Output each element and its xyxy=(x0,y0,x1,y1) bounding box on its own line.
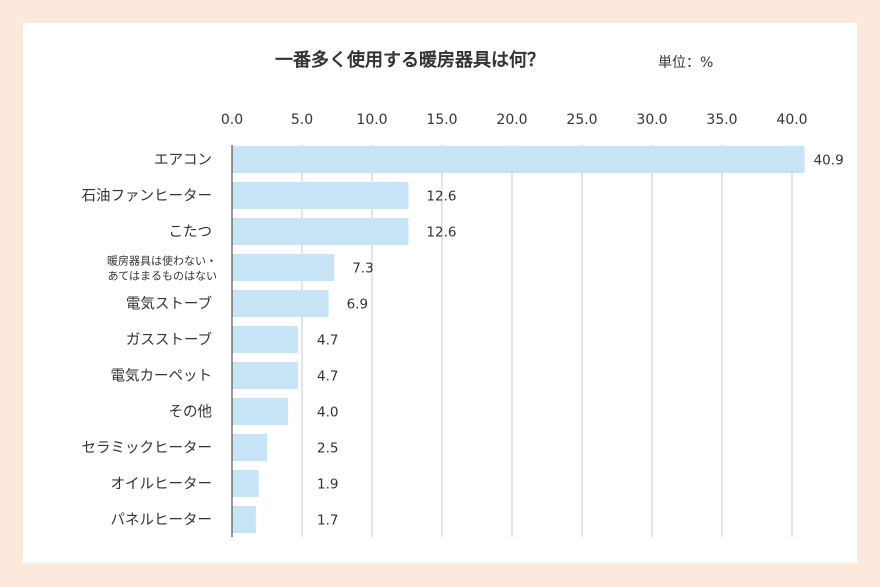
value-label: 2.5 xyxy=(317,441,338,457)
bar xyxy=(232,434,267,461)
bar xyxy=(232,290,329,317)
value-label: 40.9 xyxy=(814,153,844,169)
x-tick-label: 15.0 xyxy=(426,112,457,128)
value-label: 12.6 xyxy=(426,189,456,205)
bar xyxy=(232,506,256,533)
x-tick-label: 30.0 xyxy=(636,112,667,128)
x-tick-label: 10.0 xyxy=(356,112,387,128)
category-label: セラミックヒーター xyxy=(82,440,213,457)
bar xyxy=(232,146,805,173)
bar xyxy=(232,326,298,353)
category-label: エアコン xyxy=(154,153,212,169)
bar xyxy=(232,470,259,497)
value-label: 1.9 xyxy=(317,477,338,493)
value-label: 1.7 xyxy=(317,513,338,529)
category-label: 電気ストーブ xyxy=(126,295,212,313)
bar xyxy=(232,398,288,425)
category-label: こたつ xyxy=(169,224,213,241)
x-tick-label: 20.0 xyxy=(496,112,527,128)
bar xyxy=(232,254,335,281)
x-tick-label: 0.0 xyxy=(221,112,243,128)
chart-title: 一番多く使用する暖房器具は何？ xyxy=(275,50,545,71)
x-tick-label: 40.0 xyxy=(776,112,807,128)
category-label: 電気カーペット xyxy=(111,368,213,385)
value-label: 4.7 xyxy=(317,369,338,385)
x-tick-label: 35.0 xyxy=(706,112,737,128)
chart-card xyxy=(23,23,857,563)
value-label: 6.9 xyxy=(347,297,368,313)
category-label: 石油ファンヒーター xyxy=(82,188,213,205)
bar xyxy=(232,182,409,209)
x-tick-label: 5.0 xyxy=(291,112,313,128)
value-label: 4.0 xyxy=(317,405,338,421)
x-tick-label: 25.0 xyxy=(566,112,597,128)
category-label: パネルヒーター xyxy=(111,512,213,529)
value-label: 7.3 xyxy=(352,261,373,277)
bar xyxy=(232,362,298,389)
category-label: ガスストーブ xyxy=(126,331,212,349)
unit-label: 単位：% xyxy=(658,55,714,71)
category-label: 暖房器具は使わない・あてはまるものはない xyxy=(107,255,217,283)
category-label: その他 xyxy=(169,404,213,421)
category-label: オイルヒーター xyxy=(111,476,213,493)
bar xyxy=(232,218,409,245)
value-label: 4.7 xyxy=(317,333,338,349)
value-label: 12.6 xyxy=(426,225,456,241)
